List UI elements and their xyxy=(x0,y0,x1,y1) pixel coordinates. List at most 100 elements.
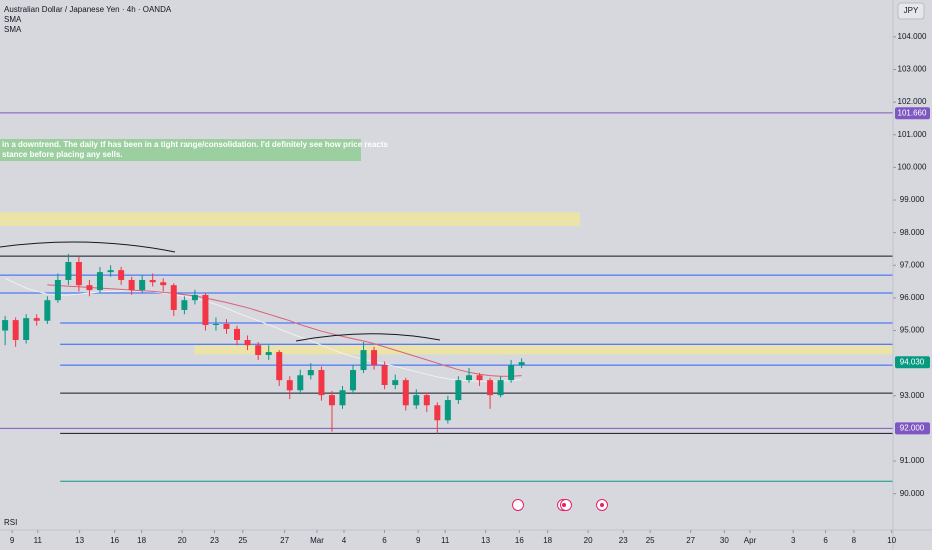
candle-body xyxy=(392,380,399,386)
candle-body xyxy=(466,375,473,381)
candle-body xyxy=(434,405,441,421)
candle-body xyxy=(75,262,82,286)
candle-body xyxy=(255,345,262,356)
y-tick-label: 102.000 xyxy=(898,97,927,106)
candle-body xyxy=(107,270,114,273)
price-label-box xyxy=(895,356,930,369)
candle-body xyxy=(402,380,409,406)
x-tick-label: 13 xyxy=(481,536,490,545)
x-tick-label: 9 xyxy=(10,536,15,545)
candle-body xyxy=(33,318,40,321)
x-tick-label: 20 xyxy=(178,536,187,545)
x-tick-label: 9 xyxy=(416,536,421,545)
zone xyxy=(0,212,581,227)
x-tick-label: 20 xyxy=(584,536,593,545)
x-tick-label: Apr xyxy=(744,536,757,545)
symbol-title: Australian Dollar / Japanese Yen · 4h · … xyxy=(4,5,172,14)
candle-body xyxy=(371,350,378,366)
x-tick-label: Mar xyxy=(310,536,324,545)
candle-body xyxy=(244,340,251,346)
y-tick-label: 101.000 xyxy=(898,130,927,139)
price-label: 101.660 xyxy=(898,108,927,117)
candle-body xyxy=(223,324,230,329)
candle-body xyxy=(444,400,451,421)
zone xyxy=(194,345,893,355)
candle-body xyxy=(497,380,504,396)
candle-body xyxy=(328,395,335,406)
candle-body xyxy=(12,320,19,340)
x-tick-label: 11 xyxy=(441,536,450,545)
annotation-text: stance before placing any sells. xyxy=(2,150,123,159)
candle-body xyxy=(455,380,462,401)
y-tick-label: 90.000 xyxy=(900,489,925,498)
x-tick-label: 25 xyxy=(238,536,247,545)
x-tick-label: 11 xyxy=(34,536,43,545)
candle-body xyxy=(181,300,188,310)
indicator-label: SMA xyxy=(4,25,22,34)
x-tick-label: 6 xyxy=(382,536,387,545)
candle-body xyxy=(487,380,494,396)
price-label-box xyxy=(895,422,930,435)
candle-body xyxy=(518,362,525,366)
price-label: 92.000 xyxy=(900,424,925,433)
event-icon[interactable] xyxy=(512,499,524,511)
x-tick-label: 30 xyxy=(720,536,729,545)
x-tick-label: 23 xyxy=(210,536,219,545)
y-tick-label: 91.000 xyxy=(900,456,925,465)
candle-body xyxy=(191,294,198,301)
candle-body xyxy=(265,352,272,356)
y-tick-label: 104.000 xyxy=(898,32,927,41)
y-tick-label: 93.000 xyxy=(900,391,925,400)
y-tick-label: 99.000 xyxy=(900,195,925,204)
candle-body xyxy=(318,370,325,396)
annotation-box xyxy=(0,139,361,161)
candle-body xyxy=(202,294,209,325)
candle-body xyxy=(23,318,30,340)
candle-body xyxy=(276,352,283,381)
candle-body xyxy=(44,300,51,321)
currency-button[interactable] xyxy=(897,2,925,20)
candle-body xyxy=(2,320,9,331)
candle-body xyxy=(65,262,72,280)
candle-body xyxy=(54,279,61,301)
candle-body xyxy=(212,324,219,326)
annotation-text: in a downtrend. The daily tf has been in… xyxy=(2,140,389,149)
event-icons[interactable] xyxy=(512,499,608,511)
candle-body xyxy=(96,272,103,291)
sma-line xyxy=(47,284,522,377)
event-icon xyxy=(600,503,604,507)
x-tick-label: 18 xyxy=(137,536,146,545)
x-tick-label: 16 xyxy=(110,536,119,545)
candle-body xyxy=(297,375,304,391)
arc-drawing xyxy=(0,241,176,253)
currency-label: JPY xyxy=(904,6,919,15)
y-tick-label: 96.000 xyxy=(900,293,925,302)
x-tick-label: 3 xyxy=(791,536,796,545)
candle-body xyxy=(86,285,93,291)
candle-body xyxy=(381,365,388,386)
candle-body xyxy=(339,390,346,406)
y-tick-label: 103.000 xyxy=(898,65,927,74)
x-tick-label: 13 xyxy=(75,536,84,545)
candle-body xyxy=(286,380,293,391)
indicator-label: SMA xyxy=(4,15,22,24)
price-axis xyxy=(893,0,932,530)
x-tick-label: 27 xyxy=(280,536,289,545)
arc-drawing xyxy=(295,333,441,342)
candle-body xyxy=(128,279,135,291)
candle-body xyxy=(139,279,146,291)
x-tick-label: 25 xyxy=(646,536,655,545)
y-tick-label: 98.000 xyxy=(900,228,925,237)
candle-body xyxy=(170,285,177,310)
price-label: 94.030 xyxy=(900,357,925,366)
candle-body xyxy=(476,375,483,381)
price-label-box xyxy=(895,107,930,120)
x-tick-label: 27 xyxy=(686,536,695,545)
candle-body xyxy=(160,282,167,286)
candle-body xyxy=(508,365,515,381)
candle-body xyxy=(350,370,357,391)
x-tick-label: 18 xyxy=(543,536,552,545)
candle-body xyxy=(360,350,367,371)
candle-body xyxy=(423,395,430,406)
